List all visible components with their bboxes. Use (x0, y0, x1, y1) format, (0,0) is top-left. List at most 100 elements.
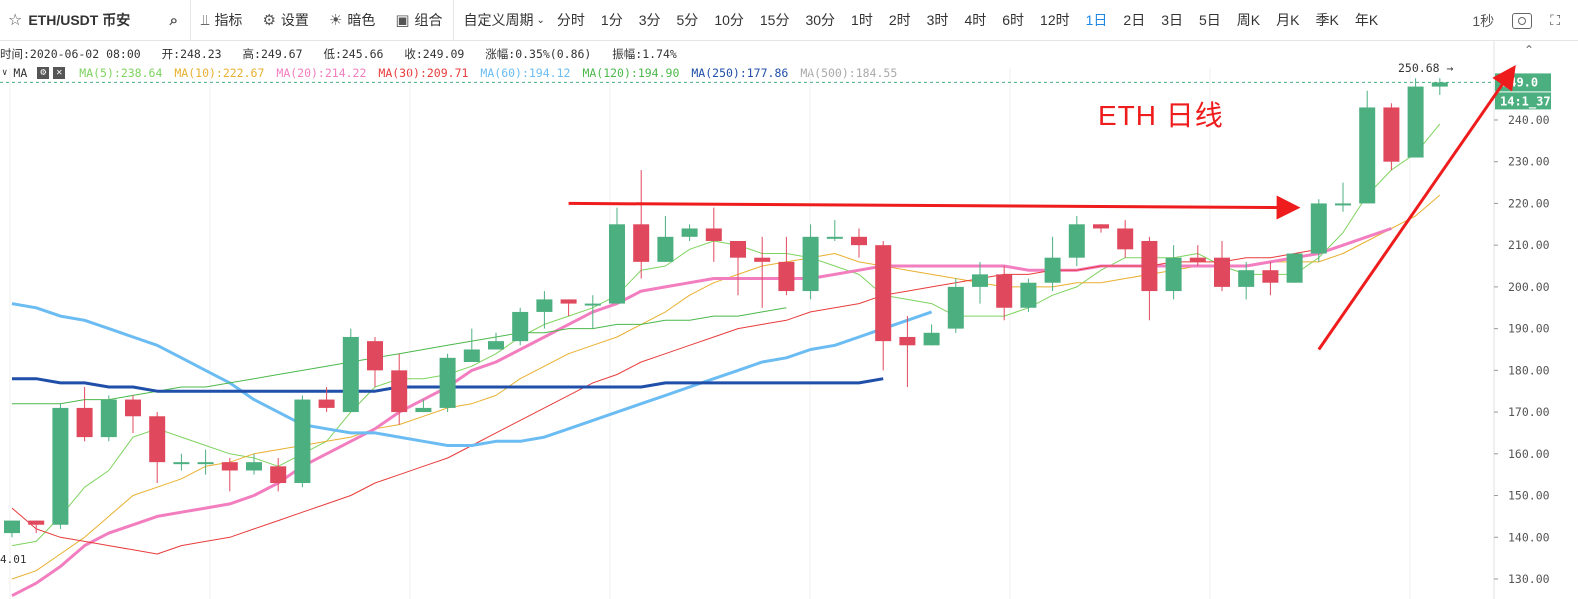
high-marker: 250.68 → (1398, 61, 1453, 75)
toolbar-divider (190, 0, 191, 41)
chevron-up-icon[interactable]: ⌃ (1523, 43, 1535, 57)
period-tab[interactable]: 3日 (1161, 12, 1183, 28)
period-tab[interactable]: 4时 (964, 12, 987, 28)
candle-body (1068, 224, 1085, 258)
price-tick-label: 180.00 (1508, 363, 1550, 377)
period-tab[interactable]: 12时 (1040, 12, 1070, 28)
gear-icon[interactable]: ⚙ (37, 67, 50, 79)
candle-body (754, 257, 771, 262)
candle-body (1117, 228, 1134, 250)
ma-value: MA(60):194.12 (480, 66, 571, 80)
ohlc-open: 开:248.23 (161, 47, 222, 61)
symbol-selector[interactable]: ☆ ETH/USDT 币安 ⌕ (0, 0, 190, 41)
candle-body (4, 520, 20, 534)
dark-mode-button[interactable]: ☀ 暗色 (319, 0, 385, 41)
candle-body (560, 299, 577, 304)
right-tools: 1秒 ⛶ (1472, 0, 1578, 41)
indicator-icon: ⫫ (201, 11, 210, 29)
countdown-label: 14:1_37 (1500, 94, 1551, 109)
price-tick-label: 230.00 (1508, 155, 1550, 169)
candle-body (221, 462, 238, 471)
refresh-rate[interactable]: 1秒 (1472, 12, 1495, 29)
period-tab[interactable]: 年K (1354, 12, 1379, 28)
ma-value: MA(500):184.55 (800, 66, 898, 80)
ohlc-change: 涨幅:0.35%(0.86) (485, 47, 592, 61)
period-tab[interactable]: 3分 (638, 12, 661, 28)
chevron-down-icon[interactable]: ∨ (2, 68, 8, 78)
ma-values: MA(5):238.64 MA(10):222.67 MA(20):214.22 MA… (79, 66, 909, 80)
candle-body (197, 462, 214, 465)
period-tab[interactable]: 15分 (759, 12, 790, 28)
candle-body (125, 399, 141, 417)
candle-body (1335, 203, 1351, 206)
settings-button[interactable]: ⚙ 设置 (252, 0, 318, 41)
indicator-button[interactable]: ⫫ 指标 (191, 0, 252, 41)
ohlc-close: 收:249.09 (404, 47, 465, 61)
custom-period-dropdown[interactable]: 自定义周期 ⌄ (454, 0, 549, 41)
period-tab[interactable]: 周K (1236, 12, 1261, 28)
ma-value: MA(20):214.22 (276, 66, 367, 80)
candle-body (633, 224, 650, 262)
ma-value: MA(5):238.64 (79, 66, 163, 80)
indicator-label: 指标 (214, 12, 243, 28)
toolbar: ☆ ETH/USDT 币安 ⌕ ⫫ 指标 ⚙ 设置 ☀ 暗色 ▣ 组合 自定义周… (0, 0, 1578, 41)
period-tab[interactable]: 1时 (851, 12, 873, 28)
candle-body (681, 228, 698, 237)
period-tab[interactable]: 2时 (888, 12, 911, 28)
period-tabs: 分时 1分 3分 5分 10分 15分 30分 1时 2时 3时 4时 6时 12时 1日 2日 3日 5日 周K… (549, 0, 1386, 41)
layout-label: 组合 (414, 12, 443, 28)
ohlc-time: 时间:2020-06-02 08:00 (0, 47, 141, 61)
candle-body (851, 236, 867, 246)
dark-mode-label: 暗色 (347, 12, 376, 28)
period-tab[interactable]: 3时 (926, 12, 949, 28)
period-tab[interactable]: 季K (1315, 12, 1339, 28)
price-tick-label: 220.00 (1508, 196, 1550, 210)
layout-button[interactable]: ▣ 组合 (385, 0, 452, 41)
ma-line (11, 302, 933, 447)
period-tab[interactable]: 1分 (600, 12, 623, 28)
candle-body (947, 286, 964, 329)
price-tick-label: 140.00 (1508, 530, 1550, 544)
candle-body (439, 357, 456, 408)
ma-line (11, 123, 1441, 547)
period-tab[interactable]: 5日 (1199, 12, 1221, 28)
period-tab[interactable]: 5分 (676, 12, 699, 28)
candle-body (52, 407, 69, 525)
period-tab[interactable]: 2日 (1123, 12, 1146, 28)
candle-body (415, 407, 432, 413)
candle-body (173, 462, 190, 465)
candle-body (1310, 203, 1327, 254)
candle-body (1141, 240, 1158, 292)
candle-body (318, 399, 335, 408)
candle-body (923, 332, 940, 346)
period-tab[interactable]: 30分 (805, 12, 836, 28)
gear-icon: ⚙ (262, 12, 276, 29)
candle-body (342, 336, 359, 413)
candle-body (463, 349, 480, 363)
ma-line (11, 227, 1392, 598)
candle-body (1214, 257, 1230, 287)
fullscreen-icon[interactable]: ⛶ (1550, 12, 1560, 28)
period-tab[interactable]: 月K (1276, 12, 1300, 28)
period-tab[interactable]: 分时 (556, 12, 585, 28)
candle-body (826, 236, 843, 239)
candle-body (1383, 107, 1400, 162)
candle-body (996, 274, 1013, 308)
candle-body (367, 341, 383, 371)
candle-body (1262, 270, 1279, 283)
chevron-down-icon: ⌄ (536, 14, 545, 26)
period-tab[interactable]: 1日 (1085, 12, 1108, 28)
camera-icon[interactable] (1512, 12, 1533, 29)
star-icon[interactable]: ☆ (8, 12, 23, 29)
candle-body (875, 245, 892, 342)
candle-body (1020, 282, 1037, 308)
price-tick-label: 150.00 (1508, 489, 1550, 503)
search-icon[interactable]: ⌕ (169, 11, 178, 29)
close-icon[interactable]: ✕ (53, 67, 66, 79)
candle-body (802, 236, 819, 292)
period-tab[interactable]: 10分 (714, 12, 744, 28)
candle-body (609, 224, 625, 304)
period-tab[interactable]: 6时 (1002, 12, 1025, 28)
custom-period-label: 自定义周期 (463, 12, 534, 28)
